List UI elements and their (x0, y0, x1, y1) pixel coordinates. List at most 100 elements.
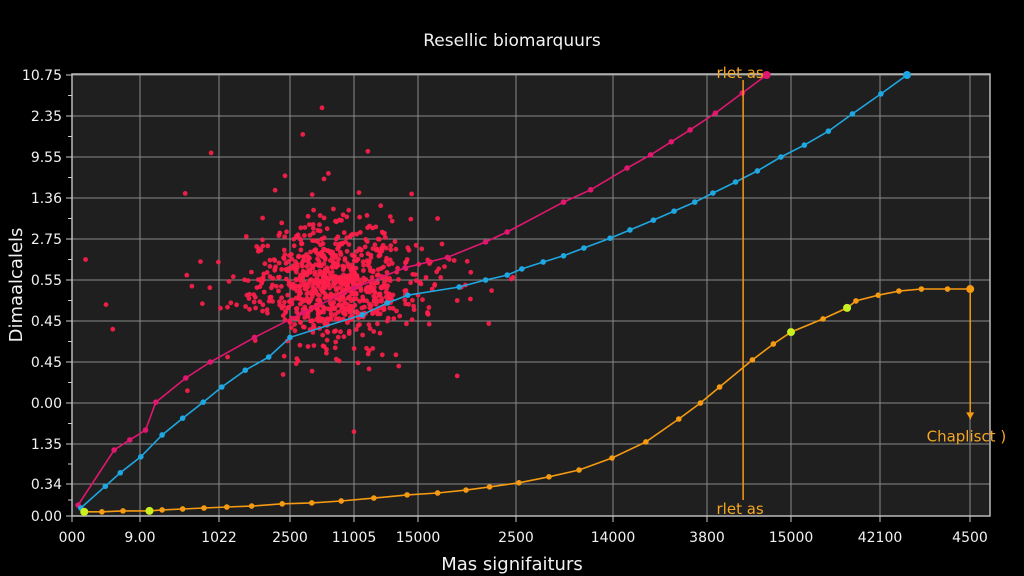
series-point-cyan (801, 142, 808, 148)
scatter-point (464, 258, 470, 264)
scatter-point (369, 275, 375, 280)
scatter-point (312, 238, 317, 244)
scatter-point (264, 307, 270, 313)
scatter-point (332, 255, 338, 260)
scatter-point (419, 246, 425, 252)
scatter-point (331, 206, 336, 212)
scatter-point (396, 363, 402, 369)
series-magenta (75, 71, 771, 508)
scatter-point (327, 285, 332, 291)
scatter-point (356, 277, 362, 283)
y-tick-label: 0.34 (31, 477, 62, 493)
x-tick-label: 11005 (332, 530, 377, 546)
scatter-point (346, 242, 352, 247)
scatter-point (372, 290, 378, 295)
scatter-point (319, 250, 324, 255)
scatter-point (260, 243, 266, 249)
scatter-point (342, 257, 348, 263)
series-point-magenta (127, 437, 133, 443)
scatter-point (316, 297, 321, 303)
arrow-down-icon (966, 412, 975, 420)
scatter-point (337, 298, 343, 303)
scatter-point (259, 280, 265, 286)
scatter-point (269, 285, 274, 291)
scatter-point (353, 272, 358, 278)
scatter-point (303, 271, 308, 277)
series-point-orange (224, 504, 230, 510)
scatter-point (403, 301, 408, 307)
scatter-point (382, 235, 388, 240)
series-point-orange (434, 490, 441, 496)
series-point-orange (404, 492, 410, 498)
scatter-point (322, 257, 328, 262)
series-point-orange (609, 455, 615, 461)
scatter-point (408, 280, 413, 286)
scatter-point (327, 271, 333, 277)
scatter-point (280, 372, 286, 377)
scatter-point (334, 275, 340, 281)
series-point-cyan (691, 199, 698, 205)
scatter-point (353, 327, 359, 332)
scatter-point (305, 213, 311, 219)
x-tick-label: 1022 (201, 530, 237, 546)
scatter-point (311, 207, 316, 213)
scatter-point (225, 304, 230, 310)
scatter-point (346, 331, 352, 336)
scatter-point (276, 288, 281, 294)
scatter-point (290, 263, 296, 269)
scatter-point (363, 288, 369, 293)
scatter-point (234, 302, 240, 308)
scatter-point (343, 280, 349, 286)
scatter-point (384, 277, 390, 283)
scatter-point (312, 269, 318, 275)
scatter-point (364, 258, 370, 264)
series-point-orange (159, 507, 165, 513)
scatter-point (260, 308, 265, 314)
scatter-point (298, 225, 304, 231)
scatter-point (295, 264, 300, 270)
scatter-point (253, 305, 258, 311)
scatter-point (297, 342, 303, 348)
scatter-point (374, 308, 380, 314)
scatter-point (228, 300, 234, 306)
scatter-point (336, 316, 342, 321)
scatter-point (365, 225, 370, 231)
series-point-cyan (878, 91, 884, 97)
scatter-point (360, 259, 366, 265)
scatter-point (83, 257, 88, 262)
scatter-point (324, 337, 330, 343)
series-point-magenta (762, 71, 771, 79)
series-point-cyan (219, 384, 225, 390)
scatter-point (305, 344, 311, 349)
scatter-point (320, 316, 326, 322)
scatter-point (404, 321, 409, 327)
scatter-point (261, 289, 267, 295)
y-tick-label: 0.45 (31, 314, 62, 330)
scatter-point (251, 299, 257, 305)
scatter-point (338, 329, 343, 335)
scatter-point (363, 277, 369, 282)
scatter-point (310, 222, 316, 227)
scatter-point (359, 252, 364, 258)
scatter-point (216, 259, 221, 265)
scatter-point (315, 228, 321, 233)
scatter-point (346, 207, 352, 213)
scatter-point (377, 330, 383, 336)
scatter-point (292, 328, 298, 334)
scatter-point (317, 222, 322, 228)
scatter-point (251, 292, 257, 298)
series-point-cyan (117, 470, 124, 476)
scatter-point (285, 305, 291, 311)
scatter-point (311, 322, 316, 328)
series-point-orange (853, 298, 859, 304)
scatter-point (316, 262, 322, 268)
scatter-point (413, 272, 418, 277)
scatter-point (438, 275, 444, 280)
scatter-point (357, 214, 362, 220)
scatter-point (374, 272, 380, 278)
scatter-point (339, 241, 345, 247)
series-point-orange (918, 286, 925, 292)
scatter-point (468, 269, 474, 275)
scatter-point (435, 216, 440, 221)
